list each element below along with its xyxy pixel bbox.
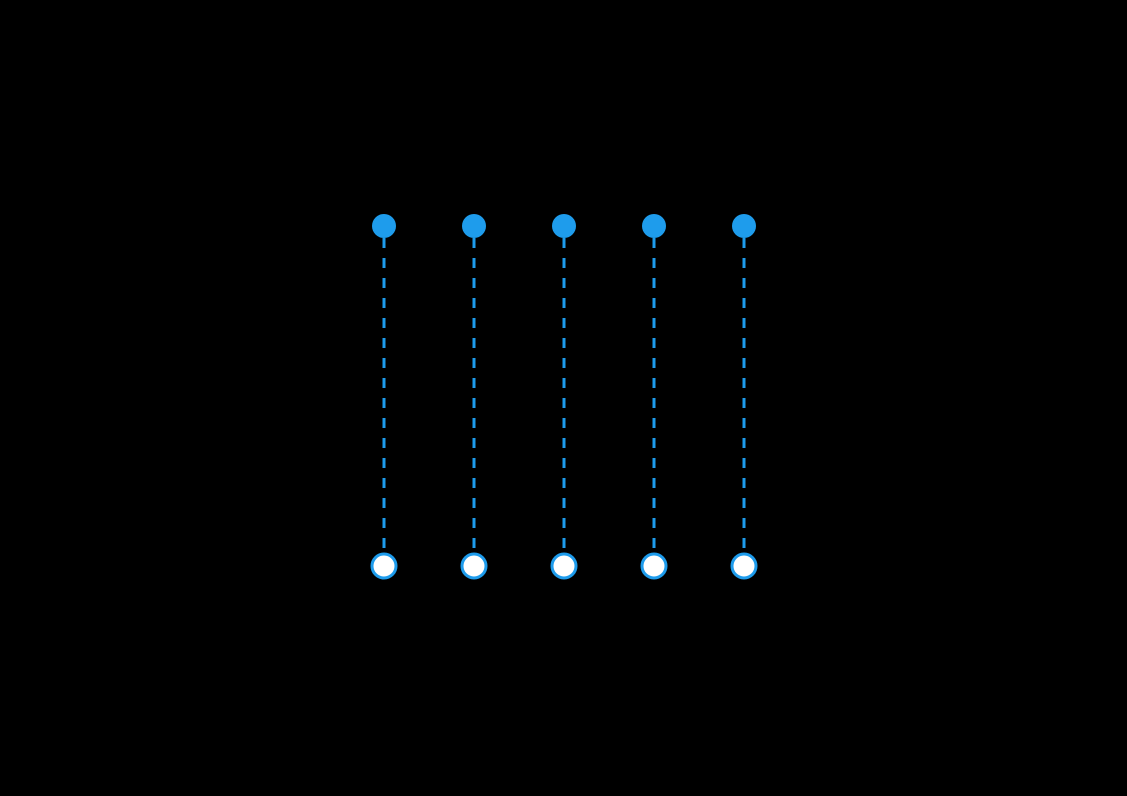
connector-chart — [264, 146, 864, 646]
bottom-node — [642, 554, 666, 578]
top-node — [732, 214, 756, 238]
bottom-node — [732, 554, 756, 578]
bottom-node — [462, 554, 486, 578]
top-node — [642, 214, 666, 238]
top-node — [462, 214, 486, 238]
bottom-node — [372, 554, 396, 578]
top-node — [552, 214, 576, 238]
chart-container — [264, 146, 864, 651]
bottom-node — [552, 554, 576, 578]
top-node — [372, 214, 396, 238]
